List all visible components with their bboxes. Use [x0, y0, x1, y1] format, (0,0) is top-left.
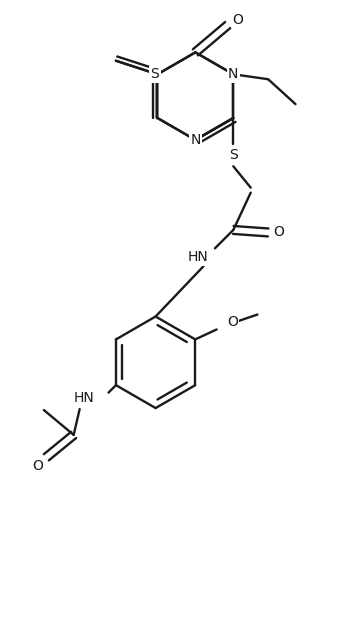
Text: N: N	[228, 67, 238, 81]
Text: O: O	[32, 459, 43, 473]
Text: O: O	[232, 13, 243, 27]
Text: N: N	[190, 133, 200, 147]
Text: S: S	[229, 148, 238, 163]
Text: HN: HN	[188, 250, 209, 264]
Text: O: O	[227, 315, 238, 329]
Text: S: S	[151, 67, 159, 81]
Text: O: O	[274, 225, 285, 239]
Text: HN: HN	[73, 390, 94, 404]
